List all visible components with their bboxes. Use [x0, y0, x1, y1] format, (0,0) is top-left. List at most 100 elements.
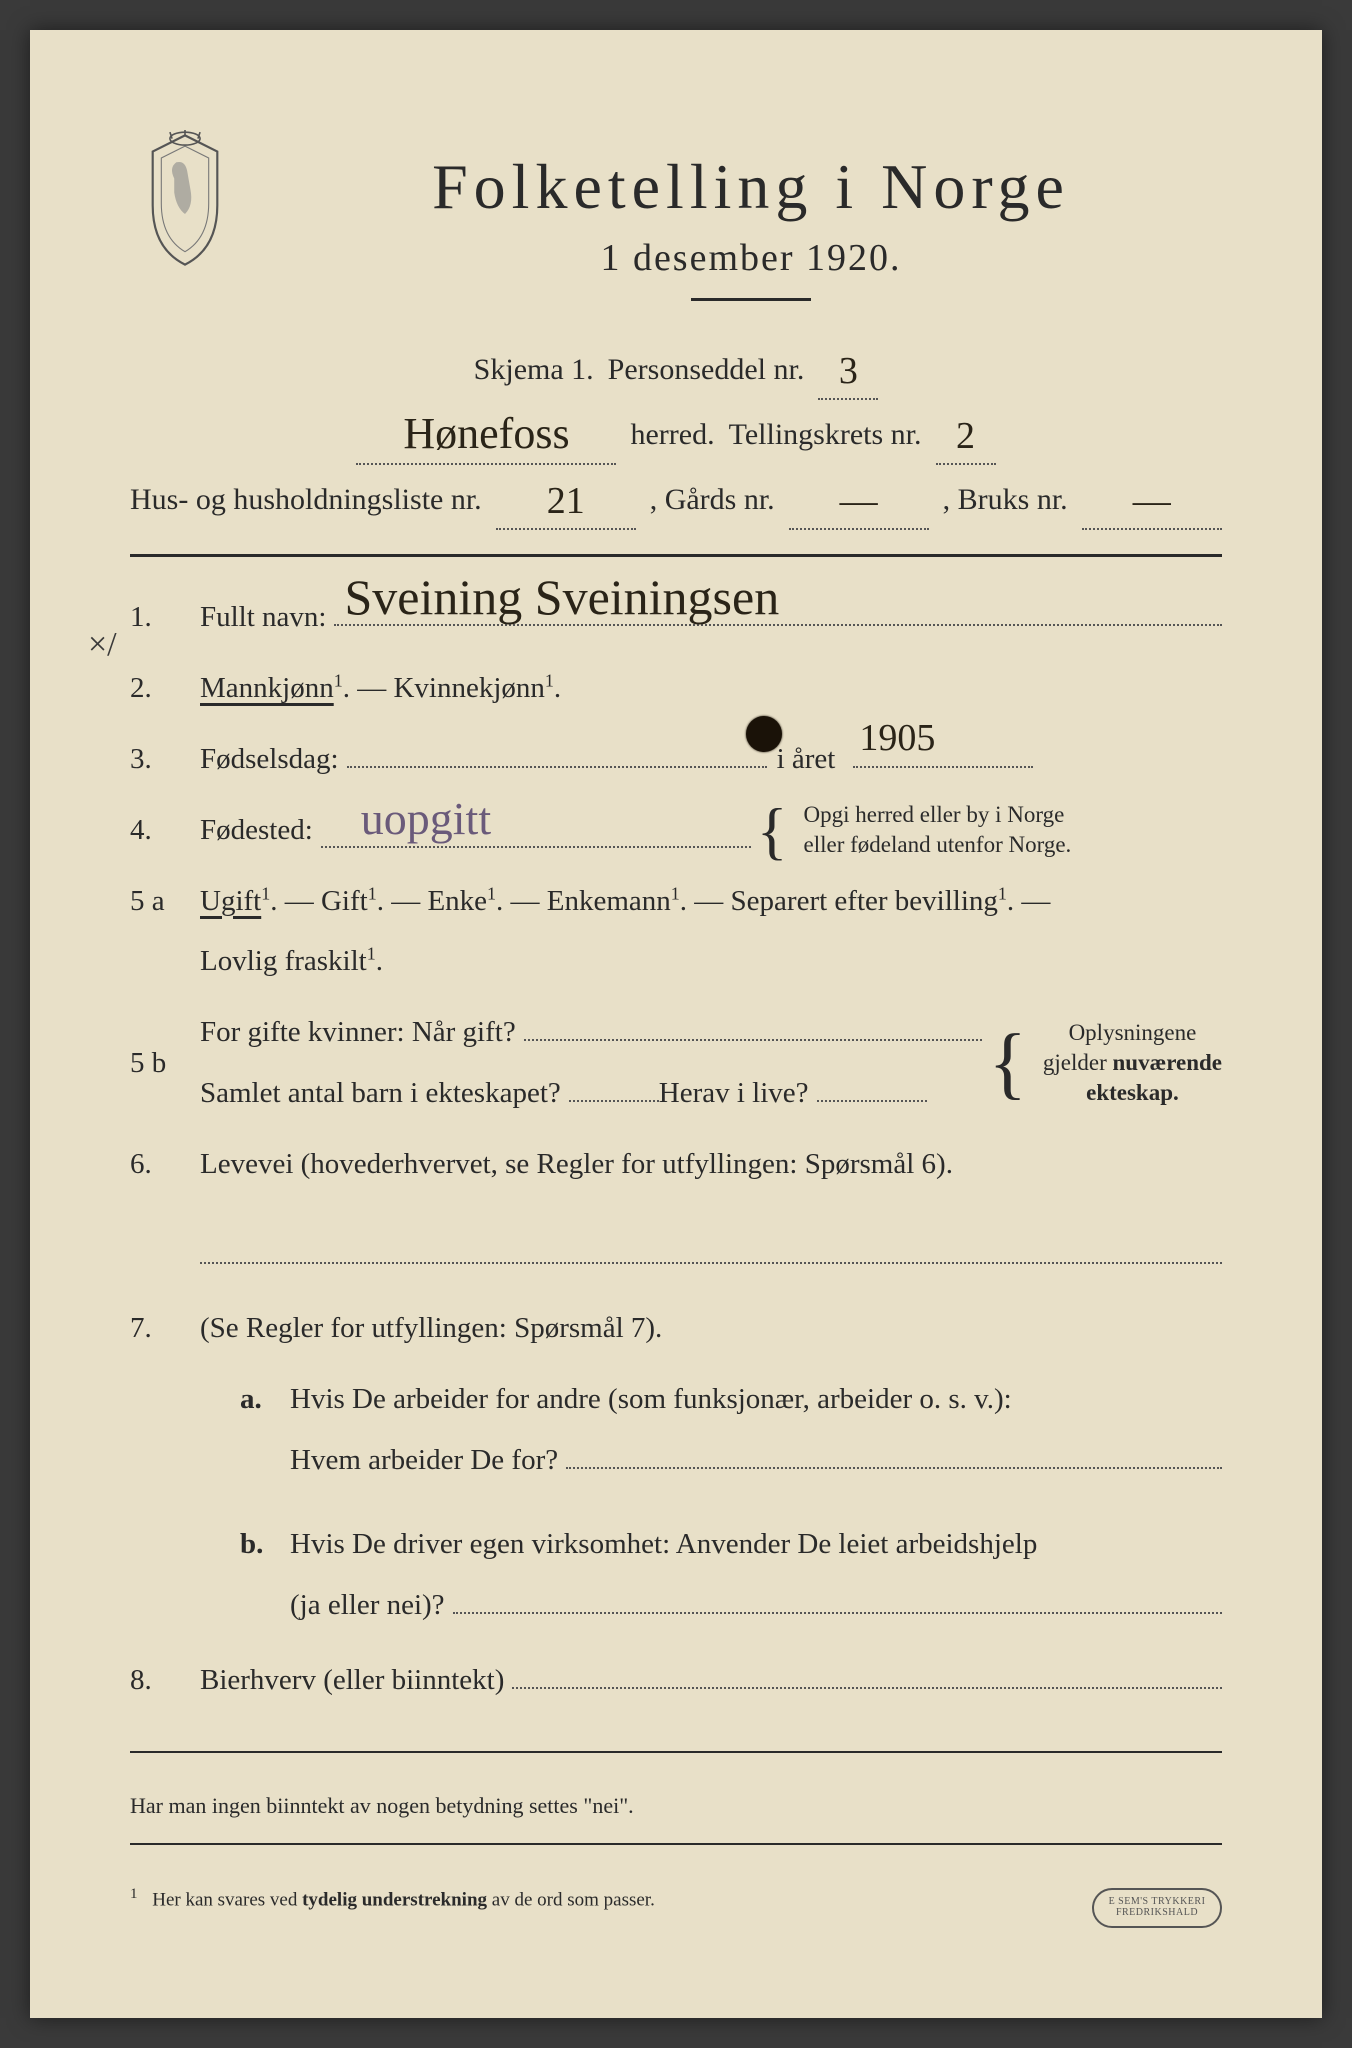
q7-row: 7. (Se Regler for utfyllingen: Spørsmål …: [130, 1298, 1222, 1359]
q5b-l2-field1: [569, 1067, 659, 1102]
q2-num: 2.: [130, 658, 200, 719]
q2-tail: .: [554, 672, 561, 704]
q1-row: 1. Fullt navn: Sveining Sveiningsen: [130, 587, 1222, 648]
q8-field: [512, 1654, 1222, 1689]
main-title: Folketelling i Norge: [280, 150, 1222, 224]
question-list: 1. Fullt navn: Sveining Sveiningsen 2. M…: [130, 587, 1222, 1921]
personseddel-nr-field: 3: [818, 341, 878, 400]
footnote-bold: tydelig understrekning: [302, 1890, 487, 1911]
q7-num: 7.: [130, 1298, 200, 1359]
q5a-s2: 1: [368, 883, 377, 903]
q7b-field: [453, 1580, 1222, 1615]
q1-body: Fullt navn: Sveining Sveiningsen: [200, 587, 1222, 648]
q5b-line2: Samlet antal barn i ekteskapet? Herav i …: [200, 1063, 982, 1124]
margin-mark: ×/: [88, 626, 117, 664]
tellingskrets-label: Tellingskrets nr.: [729, 406, 922, 463]
q4-note-l1: Opgi herred eller by i Norge: [804, 802, 1065, 827]
q3-row: 3. Fødselsdag: i året 1905: [130, 729, 1222, 790]
q7b-l1: Hvis De driver egen virksomhet: Anvender…: [290, 1514, 1037, 1575]
q8-num: 8.: [130, 1650, 200, 1711]
bruks-label: , Bruks nr.: [943, 471, 1068, 528]
q4-row: 4. Fødested: uopgitt { Opgi herred eller…: [130, 800, 1222, 861]
q4-note-l2: eller fødeland utenfor Norge.: [804, 832, 1072, 857]
title-block: Folketelling i Norge 1 desember 1920.: [280, 150, 1222, 331]
herred-label: herred.: [630, 406, 714, 463]
q5a-s3: 1: [487, 883, 496, 903]
footer-rule-2: [130, 1843, 1222, 1845]
q4-value: uopgitt: [361, 801, 491, 838]
q7b: b. Hvis De driver egen virksomhet: Anven…: [130, 1514, 1222, 1636]
q7a-letter: a.: [240, 1369, 290, 1430]
footer-rule-1: [130, 1751, 1222, 1753]
personseddel-label: Personseddel nr.: [608, 341, 805, 398]
footer-note: Har man ingen biinntekt av nogen betydni…: [130, 1783, 1222, 1829]
q5a-d2: . —: [377, 885, 428, 917]
q1-num: 1.: [130, 587, 200, 648]
q8-label: Bierhverv (eller biinntekt): [200, 1650, 504, 1711]
q2-opt2: Kvinnekjønn: [393, 672, 544, 704]
q6-row: 6. Levevei (hovederhvervet, se Regler fo…: [130, 1134, 1222, 1264]
q3-body: Fødselsdag: i året 1905: [200, 729, 1222, 790]
q4-note: Opgi herred eller by i Norge eller fødel…: [804, 800, 1072, 860]
q5a-opt6: Lovlig fraskilt: [200, 945, 367, 977]
q7-body: (Se Regler for utfyllingen: Spørsmål 7).: [200, 1298, 1222, 1359]
meta-row-3: Hus- og husholdningsliste nr. 21 , Gårds…: [130, 471, 1222, 530]
q5a-opt2: Gift: [321, 885, 368, 917]
q7-intro: (Se Regler for utfyllingen: Spørsmål 7).: [200, 1312, 662, 1344]
footnote-num: 1: [130, 1886, 138, 1902]
q5a-d4: . —: [680, 885, 731, 917]
q3-year: 1905: [859, 723, 935, 753]
q4-label: Fødested:: [200, 800, 313, 861]
q3-year-field: 1905: [853, 733, 1033, 768]
herred-field: Hønefoss: [356, 406, 616, 465]
personseddel-nr: 3: [839, 356, 858, 386]
q4-num: 4.: [130, 800, 200, 861]
q5a-s5: 1: [998, 883, 1007, 903]
q1-field: Sveining Sveiningsen: [334, 591, 1222, 626]
q8-body: Bierhverv (eller biinntekt): [200, 1650, 1222, 1711]
q5b-note-l2b: nuværende: [1113, 1050, 1223, 1075]
bruks-nr: —: [1133, 486, 1171, 516]
bruks-field: —: [1082, 471, 1222, 530]
q5b-note-wrap: { Oplysningene gjelder nuværende ekteska…: [982, 1018, 1222, 1108]
subtitle: 1 desember 1920.: [280, 236, 1222, 280]
meta-section: Skjema 1. Personseddel nr. 3 Hønefoss he…: [130, 341, 1222, 530]
q7b-l2: (ja eller nei)?: [290, 1575, 445, 1636]
q2-opt1: Mannkjønn: [200, 672, 334, 704]
q5a-opt4: Enkemann: [547, 885, 671, 917]
q5b-note: Oplysningene gjelder nuværende ekteskap.: [1043, 1018, 1222, 1108]
q2-body: Mannkjønn1. — Kvinnekjønn1.: [200, 658, 1222, 719]
q5b-l1a: For gifte kvinner: Når gift?: [200, 1002, 516, 1063]
hus-field: 21: [496, 471, 636, 530]
q5a-opt3: Enke: [427, 885, 487, 917]
census-form-page: Folketelling i Norge 1 desember 1920. Sk…: [30, 30, 1322, 2018]
q3-day-field: [347, 733, 767, 768]
q5b-note-l3: ekteskap.: [1086, 1080, 1179, 1105]
q2-sup1: 1: [334, 670, 343, 690]
q4-brace-icon: {: [757, 805, 788, 856]
q1-label: Fullt navn:: [200, 587, 326, 648]
q7b-letter: b.: [240, 1514, 290, 1575]
q5a-d1: . —: [270, 885, 321, 917]
q5a-num: 5 a: [130, 871, 200, 932]
title-divider: [691, 298, 811, 301]
q7a: a. Hvis De arbeider for andre (som funks…: [130, 1369, 1222, 1491]
q2-sep: . —: [343, 672, 387, 704]
q6-num: 6.: [130, 1134, 200, 1195]
q5a-s6: 1: [367, 944, 376, 964]
q5b-l1-field: [524, 1007, 983, 1042]
q5b-note-l1: Oplysningene: [1069, 1020, 1197, 1045]
q5b-note-l2: gjelder: [1043, 1050, 1107, 1075]
skjema-label: Skjema 1.: [474, 341, 594, 398]
herred-value: Hønefoss: [403, 416, 569, 451]
q4-body: Fødested: uopgitt { Opgi herred eller by…: [200, 800, 1222, 861]
q6-field: [200, 1229, 1222, 1264]
q5b-left: For gifte kvinner: Når gift? Samlet anta…: [200, 1002, 982, 1124]
tellingskrets-nr: 2: [956, 421, 975, 451]
q3-mid: i året: [777, 729, 836, 790]
footnote-text: Her kan svares ved tydelig understreknin…: [152, 1890, 655, 1911]
meta-row-1: Skjema 1. Personseddel nr. 3: [130, 341, 1222, 400]
q7a-line2: Hvem arbeider De for?: [240, 1430, 1222, 1491]
q8-row: 8. Bierhverv (eller biinntekt): [130, 1650, 1222, 1711]
q7a-field: [566, 1434, 1222, 1469]
